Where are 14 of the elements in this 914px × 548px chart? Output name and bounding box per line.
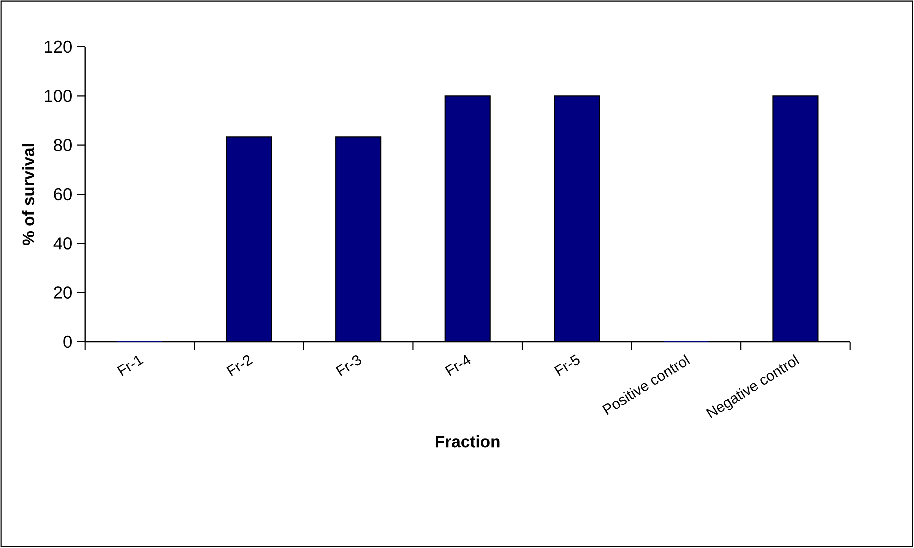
y-tick-label: 0 [64,336,72,348]
y-tick-label: 20 [54,286,72,299]
y-tick-label: 80 [54,139,72,152]
y-tick-label: 40 [54,238,72,250]
x-tick-label: Fr-3 [336,356,362,376]
y-tick-label: 120 [45,40,72,54]
y-tick-label: 100 [45,90,72,102]
x-tick-label: Fr-4 [445,355,471,376]
x-tick-label: Fr-1 [117,356,144,376]
x-axis-title: Fraction [436,435,500,448]
y-axis-title: % of survival [22,144,35,246]
y-tick-label: 60 [54,188,72,201]
x-tick-label: Fr-5 [554,354,580,376]
x-tick-label: Fr-2 [226,356,254,376]
